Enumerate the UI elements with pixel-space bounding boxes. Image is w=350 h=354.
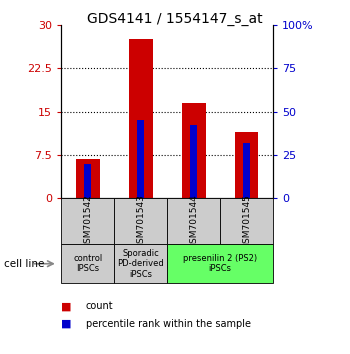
Bar — [243, 143, 250, 198]
Bar — [114, 244, 167, 283]
Bar — [167, 244, 273, 283]
Text: ■: ■ — [61, 319, 72, 329]
Bar — [234, 132, 258, 198]
Bar — [190, 125, 197, 198]
Text: ■: ■ — [61, 301, 72, 311]
Text: cell line: cell line — [4, 259, 44, 269]
Text: control
IPSCs: control IPSCs — [73, 254, 102, 273]
Bar — [137, 120, 144, 198]
Bar — [114, 198, 167, 244]
Bar — [220, 198, 273, 244]
Bar — [129, 39, 153, 198]
Text: presenilin 2 (PS2)
iPSCs: presenilin 2 (PS2) iPSCs — [183, 254, 257, 273]
Text: GSM701543: GSM701543 — [136, 194, 145, 249]
Bar — [84, 164, 91, 198]
Text: percentile rank within the sample: percentile rank within the sample — [86, 319, 251, 329]
Bar — [61, 198, 114, 244]
Bar — [61, 244, 114, 283]
Text: GSM701542: GSM701542 — [83, 194, 92, 249]
Text: GSM701544: GSM701544 — [189, 194, 198, 249]
Text: count: count — [86, 301, 113, 311]
Text: GDS4141 / 1554147_s_at: GDS4141 / 1554147_s_at — [87, 12, 263, 27]
Bar — [182, 103, 205, 198]
Bar — [76, 159, 100, 198]
Text: Sporadic
PD-derived
iPSCs: Sporadic PD-derived iPSCs — [117, 249, 164, 279]
Text: GSM701545: GSM701545 — [242, 194, 251, 249]
Bar — [167, 198, 220, 244]
